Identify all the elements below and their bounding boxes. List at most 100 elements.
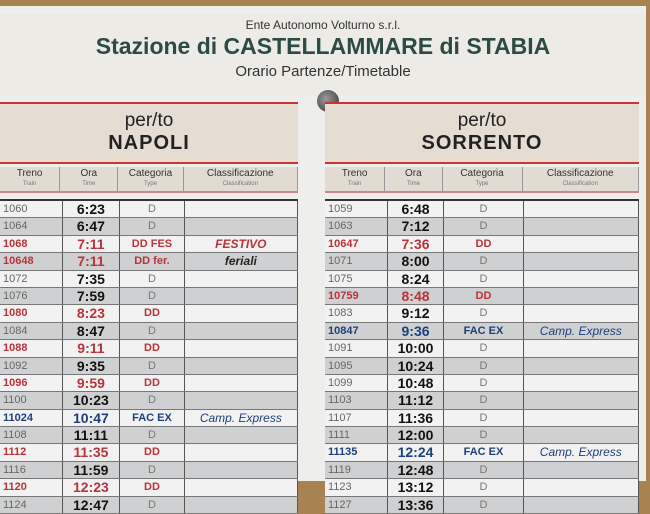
train-number: 10759	[325, 287, 388, 305]
column-label-en: Train	[347, 181, 362, 187]
train-number: 1103	[325, 392, 388, 409]
time: 13:36	[388, 496, 445, 514]
time: 9:11	[63, 340, 121, 357]
category: D	[444, 201, 524, 218]
classification	[524, 305, 639, 322]
classification	[524, 409, 639, 427]
table-row: 1075 8:24 D	[325, 270, 639, 288]
category: FAC EX	[444, 444, 524, 461]
category: D	[120, 287, 185, 305]
classification	[185, 357, 298, 374]
classification: Camp. Express	[524, 322, 639, 340]
train-number: 1111	[325, 427, 388, 444]
category: D	[444, 270, 524, 287]
time: 8:47	[63, 322, 121, 340]
time: 9:12	[388, 305, 445, 322]
category: D	[444, 496, 524, 514]
per-to-label: per/to	[457, 110, 507, 131]
table-row: 1059 6:48 D	[325, 201, 639, 219]
train-number: 1071	[325, 253, 388, 270]
train-number: 1091	[325, 340, 388, 357]
table-row: 1112 11:35 DD	[0, 444, 298, 462]
table-row: 1111 12:00 D	[325, 427, 639, 445]
category: D	[120, 218, 185, 235]
category: D	[444, 340, 524, 357]
table-row: 1091 10:00 D	[325, 340, 639, 358]
table-row: 10759 8:48 DD	[325, 287, 639, 306]
table-row: 1083 9:12 D	[325, 305, 639, 323]
table-row: 10847 9:36 FAC EX Camp. Express	[325, 322, 639, 341]
category: DD	[120, 444, 185, 461]
time: 10:00	[388, 340, 445, 357]
category: D	[444, 479, 524, 496]
column-header: Treno Train Ora Time Categoria Type Classifica…	[325, 167, 640, 193]
category: D	[120, 427, 185, 444]
classification	[185, 427, 298, 444]
classification	[185, 287, 298, 305]
table-row: 1123 13:12 D	[325, 479, 639, 497]
train-number: 1124	[0, 496, 63, 514]
category: D	[444, 218, 524, 235]
time: 11:12	[388, 392, 445, 409]
classification	[524, 218, 639, 235]
table-row: 1103 11:12 D	[325, 392, 639, 410]
time: 12:47	[63, 496, 121, 514]
direction-header: per/to SORRENTO	[325, 102, 639, 164]
train-number: 1063	[325, 218, 388, 235]
column-label: Classificazione	[546, 168, 614, 179]
classification	[524, 235, 639, 253]
column-0: Treno Train	[0, 167, 61, 191]
train-number: 1075	[325, 270, 388, 287]
classification	[185, 461, 298, 479]
time: 10:23	[63, 392, 121, 409]
category: D	[444, 427, 524, 444]
table-row: 10648 7:11 DD fer. feriali	[0, 253, 298, 271]
time: 7:59	[63, 287, 121, 305]
time: 9:36	[388, 322, 445, 340]
table-row: 1100 10:23 D	[0, 392, 298, 410]
classification: FESTIVO	[185, 235, 298, 253]
train-number: 1088	[0, 340, 63, 357]
table-row: 1107 11:36 D	[325, 409, 639, 428]
time: 7:36	[388, 235, 445, 253]
classification	[524, 357, 639, 374]
column-label-en: Time	[406, 181, 420, 187]
table-row: 1124 12:47 D	[0, 496, 298, 514]
classification	[185, 340, 298, 357]
train-number: 1068	[0, 235, 63, 253]
station-title: Stazione di CASTELLAMMARE di STABIA	[95, 33, 551, 59]
classification	[185, 218, 298, 235]
table-row: 1127 13:36 D	[325, 496, 639, 514]
train-number: 1127	[325, 496, 388, 514]
column-label: Categoria	[128, 168, 173, 179]
departures-table: 1059 6:48 D 1063 7:12 D 10647 7:36 DD 1071 8:00 D 10…	[325, 199, 639, 514]
classification	[524, 201, 639, 218]
table-row: 1120 12:23 DD	[0, 479, 298, 497]
category: DD	[444, 287, 524, 305]
column-label: Treno	[341, 168, 368, 179]
column-2: Categoria Type	[118, 167, 184, 191]
category: D	[444, 253, 524, 270]
time: 10:48	[388, 374, 445, 392]
column-3: Classificazione Classification	[184, 167, 298, 191]
classification	[185, 479, 298, 496]
time: 12:00	[388, 427, 445, 444]
category: D	[120, 357, 185, 374]
table-row: 1108 11:11 D	[0, 427, 298, 445]
time: 11:36	[388, 409, 445, 427]
train-number: 1108	[0, 427, 63, 444]
train-number: 1095	[325, 357, 388, 374]
classification	[185, 322, 298, 340]
classification	[185, 270, 298, 287]
column-label-en: Train	[22, 181, 37, 187]
table-row: 1072 7:35 D	[0, 270, 298, 288]
category: D	[120, 496, 185, 514]
time: 13:12	[388, 479, 445, 496]
column-1: Ora Time	[385, 167, 443, 191]
train-number: 1080	[0, 305, 63, 322]
classification	[185, 496, 298, 514]
category: D	[120, 270, 185, 287]
train-number: 1099	[325, 374, 388, 392]
per-to-label: per/to	[124, 110, 174, 131]
category: D	[444, 409, 524, 427]
